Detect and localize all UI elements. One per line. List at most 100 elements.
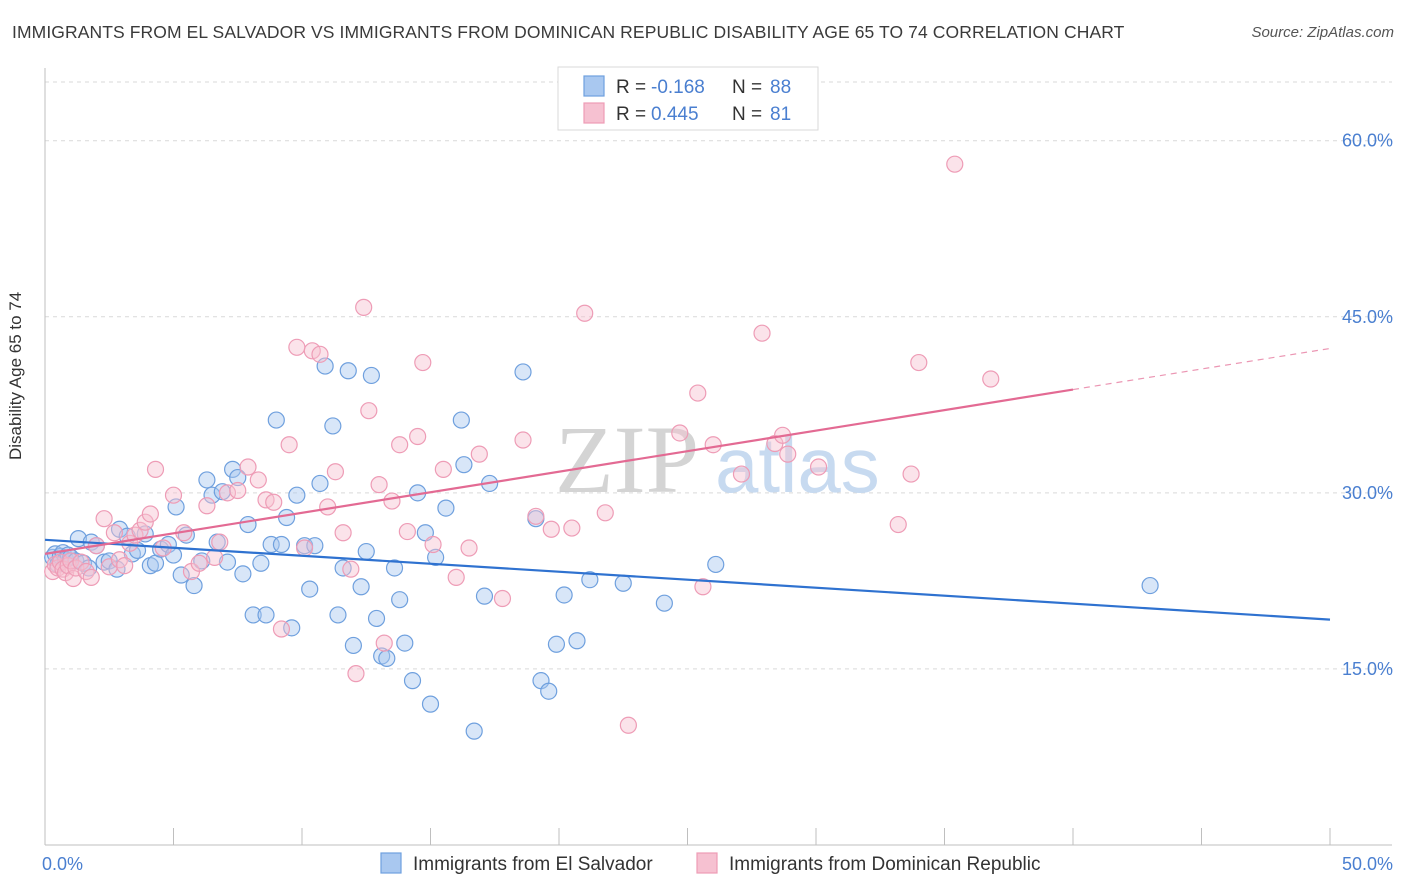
point-dominican-republic	[82, 568, 100, 586]
point-dominican-republic	[493, 589, 512, 608]
point-dominican-republic	[704, 436, 722, 454]
point-dominican-republic	[576, 304, 594, 322]
y-tick-label: 60.0%	[1342, 131, 1393, 151]
point-dominican-republic	[391, 436, 409, 454]
point-dominican-republic	[334, 524, 352, 542]
point-dominican-republic	[280, 436, 298, 454]
trend-el-salvador	[44, 538, 1331, 621]
point-dominican-republic	[671, 424, 689, 442]
trend-dominican-republic-extension	[1072, 347, 1331, 391]
point-el-salvador	[267, 411, 285, 429]
series-dominican-republic-points	[44, 155, 1000, 734]
point-el-salvador	[568, 632, 586, 650]
bottom-legend-label: Immigrants from Dominican Republic	[729, 854, 1041, 875]
watermark-zip: ZIP	[555, 406, 699, 513]
point-dominican-republic	[910, 353, 928, 372]
point-el-salvador	[244, 606, 262, 624]
point-dominican-republic	[753, 324, 771, 342]
bottom-legend-swatch-blue	[380, 852, 402, 874]
point-el-salvador	[252, 554, 270, 572]
point-el-salvador	[452, 411, 470, 429]
point-el-salvador	[357, 542, 375, 561]
point-el-salvador	[311, 474, 329, 493]
point-el-salvador	[277, 508, 296, 527]
point-dominican-republic	[360, 402, 378, 420]
point-el-salvador	[555, 586, 573, 604]
point-dominican-republic	[694, 578, 712, 596]
point-dominican-republic	[460, 539, 478, 557]
point-el-salvador	[514, 363, 532, 381]
point-el-salvador	[391, 591, 409, 609]
watermark-atlas: atlas	[715, 421, 880, 509]
legend-n-label: N =	[732, 104, 762, 125]
point-el-salvador	[403, 672, 422, 690]
point-el-salvador	[324, 417, 342, 435]
point-el-salvador	[362, 366, 380, 385]
point-dominican-republic	[355, 298, 373, 316]
point-dominican-republic	[982, 370, 1000, 388]
point-dominican-republic	[689, 384, 707, 402]
point-dominican-republic	[779, 445, 797, 463]
point-el-salvador	[352, 578, 370, 596]
point-dominican-republic	[619, 716, 637, 734]
point-dominican-republic	[383, 492, 401, 510]
point-dominican-republic	[190, 554, 208, 572]
point-el-salvador	[339, 362, 357, 380]
point-dominican-republic	[347, 665, 365, 683]
point-el-salvador	[1141, 576, 1159, 595]
point-el-salvador	[185, 576, 203, 595]
point-dominican-republic	[447, 568, 465, 586]
point-el-salvador	[655, 594, 673, 612]
point-dominican-republic	[563, 519, 581, 537]
point-el-salvador	[378, 649, 396, 667]
point-dominican-republic	[398, 522, 416, 541]
point-el-salvador	[707, 555, 725, 574]
point-dominican-republic	[105, 524, 123, 542]
point-dominican-republic	[116, 557, 134, 575]
point-el-salvador	[257, 606, 275, 624]
point-dominican-republic	[218, 484, 237, 502]
point-el-salvador	[198, 471, 216, 489]
point-dominican-republic	[514, 431, 532, 449]
bottom-legend-label: Immigrants from El Salvador	[413, 854, 653, 875]
source-credit: Source: ZipAtlas.com	[1251, 24, 1394, 41]
point-dominican-republic	[164, 486, 183, 504]
legend-r-value: 0.445	[651, 104, 699, 125]
y-tick-label: 30.0%	[1342, 483, 1393, 503]
point-dominican-republic	[424, 535, 442, 554]
point-dominican-republic	[596, 504, 614, 522]
point-dominican-republic	[295, 539, 314, 557]
point-dominican-republic	[434, 460, 452, 478]
legend-n-label: N =	[732, 77, 762, 98]
point-dominican-republic	[889, 515, 907, 534]
point-dominican-republic	[470, 445, 488, 463]
point-el-salvador	[614, 574, 632, 592]
point-dominican-republic	[414, 353, 432, 372]
point-el-salvador	[437, 499, 455, 517]
bottom-legend-swatch-pink	[696, 852, 718, 874]
point-el-salvador	[367, 609, 386, 628]
point-el-salvador	[272, 535, 291, 554]
legend-n-value: 88	[770, 77, 791, 98]
point-dominican-republic	[229, 481, 247, 500]
point-dominican-republic	[946, 155, 964, 173]
point-dominican-republic	[370, 476, 388, 494]
point-el-salvador	[540, 682, 558, 700]
point-el-salvador	[396, 634, 414, 652]
point-dominican-republic	[732, 465, 751, 483]
watermark: ZIP atlas	[555, 406, 880, 513]
point-dominican-republic	[265, 493, 283, 511]
point-el-salvador	[193, 552, 211, 570]
point-dominican-republic	[211, 533, 229, 551]
legend-swatch-blue	[583, 75, 605, 97]
point-dominican-republic	[326, 463, 345, 481]
point-dominican-republic	[542, 520, 560, 538]
point-el-salvador	[547, 635, 566, 653]
point-dominican-republic	[206, 548, 224, 567]
point-dominican-republic	[527, 507, 545, 525]
point-dominican-republic	[342, 560, 360, 578]
point-el-salvador	[239, 515, 257, 534]
trend-lines	[44, 347, 1331, 621]
legend-n-value: 81	[770, 104, 791, 125]
point-el-salvador	[475, 587, 494, 605]
